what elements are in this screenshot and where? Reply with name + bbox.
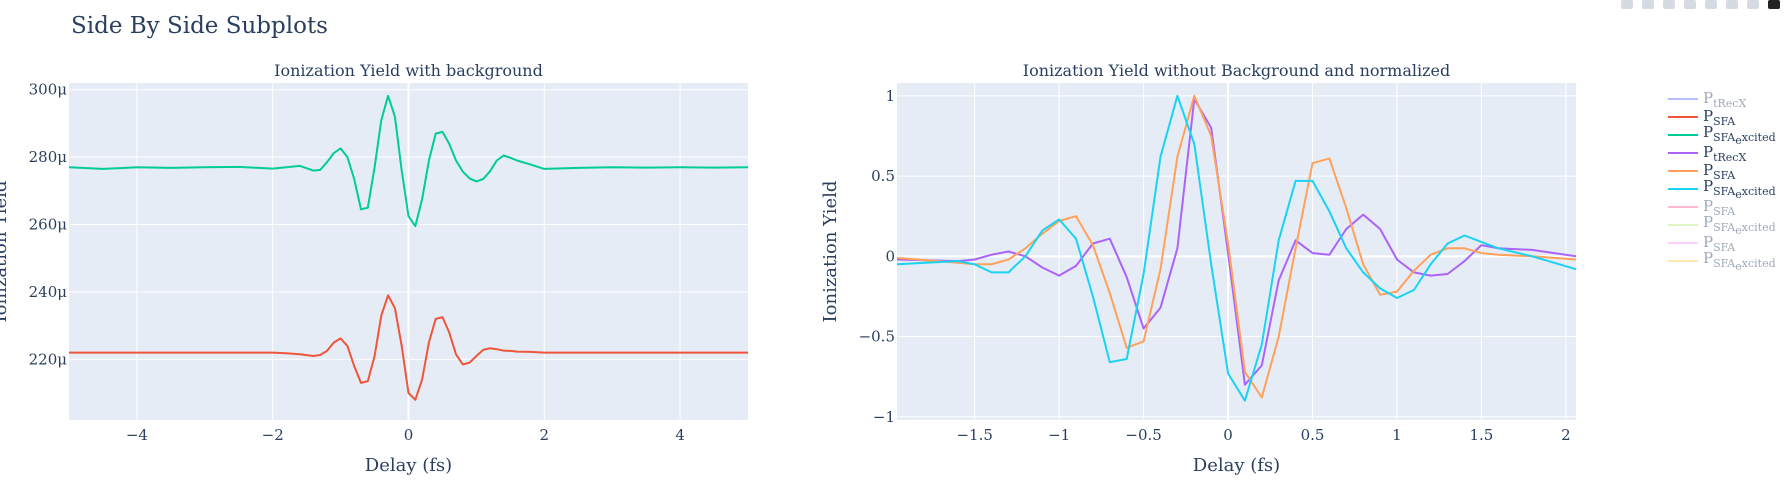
y-tick-label: −0.5 — [859, 328, 895, 346]
legend-label: PSFAexcited — [1703, 248, 1776, 274]
pan-icon[interactable] — [1663, 0, 1675, 9]
zoom-out-icon[interactable] — [1705, 0, 1717, 9]
legend-item[interactable]: PSFA — [1668, 160, 1776, 182]
x-tick-label: 1 — [1392, 426, 1402, 444]
legend-swatch — [1668, 224, 1698, 226]
legend-label: PSFAexcited — [1703, 212, 1776, 238]
x-tick-label: −2 — [262, 426, 284, 444]
legend-item[interactable]: PSFA — [1668, 106, 1776, 128]
series-line[interactable] — [896, 94, 1577, 402]
subplot-title: Ionization Yield with background — [274, 61, 543, 80]
legend-label: PSFAexcited — [1703, 176, 1776, 202]
plotly-logo-icon[interactable] — [1768, 0, 1780, 9]
subplot-right[interactable]: −1.5 −1 −0.5 0 0.5 1 1.5 2 −1 −0.5 0 0.5 1 Ionization… — [820, 61, 1577, 476]
y-tick-label: −1 — [873, 408, 895, 426]
legend-label: PtRecX — [1703, 88, 1747, 110]
legend-label: PSFA — [1703, 232, 1736, 254]
x-tick-label: 0 — [404, 426, 414, 444]
legend-label: PSFAexcited — [1703, 122, 1776, 148]
y-tick-label: 1 — [885, 87, 895, 105]
y-axis-title: Ionization Yield — [0, 181, 11, 323]
legend-label: PSFA — [1703, 160, 1736, 182]
legend-label: PSFA — [1703, 106, 1736, 128]
x-tick-label: 2 — [1561, 426, 1571, 444]
autoscale-icon[interactable] — [1726, 0, 1738, 9]
legend-label: PSFA — [1703, 196, 1736, 218]
y-tick-label: 240μ — [29, 283, 68, 301]
y-tick-label: 220μ — [29, 350, 68, 368]
subplot-title: Ionization Yield without Background and … — [1023, 61, 1450, 80]
x-tick-label: 4 — [675, 426, 685, 444]
subplot-left[interactable]: −4 −2 0 2 4 220μ 240μ 260μ 280μ 300μ Ionization Yi… — [0, 61, 749, 476]
legend-item[interactable]: PSFAexcited — [1668, 176, 1776, 202]
legend-item[interactable]: PSFAexcited — [1668, 212, 1776, 238]
modebar[interactable] — [1621, 0, 1780, 12]
legend-item[interactable]: PSFAexcited — [1668, 248, 1776, 274]
x-tick-label: 1.5 — [1469, 426, 1493, 444]
y-tick-label: 300μ — [29, 81, 68, 99]
x-axis-title: Delay (fs) — [365, 455, 452, 476]
y-tick-label: 0.5 — [871, 167, 895, 185]
legend-swatch — [1668, 116, 1698, 118]
legend-item[interactable]: PSFA — [1668, 232, 1776, 254]
legend-swatch — [1668, 206, 1698, 208]
y-tick-label: 260μ — [29, 216, 68, 234]
y-tick-label: 280μ — [29, 148, 68, 166]
y-tick-label: 0 — [885, 247, 895, 265]
legend-label: PtRecX — [1703, 142, 1747, 164]
legend-swatch — [1668, 152, 1698, 154]
zoom-in-icon[interactable] — [1684, 0, 1696, 9]
legend-swatch — [1668, 188, 1698, 190]
x-tick-label: 0 — [1223, 426, 1233, 444]
camera-icon[interactable] — [1621, 0, 1633, 9]
x-tick-label: −1.5 — [956, 426, 992, 444]
legend: PtRecX PSFA PSFAexcited PtRecX PSFA PSFAexcit… — [1668, 88, 1776, 274]
x-tick-label: −4 — [126, 426, 148, 444]
legend-swatch — [1668, 242, 1698, 244]
x-axis-title: Delay (fs) — [1193, 455, 1280, 476]
series-line[interactable] — [896, 98, 1577, 386]
legend-swatch — [1668, 98, 1698, 100]
zoom-icon[interactable] — [1642, 0, 1654, 9]
y-axis-title: Ionization Yield — [820, 181, 841, 323]
legend-swatch — [1668, 134, 1698, 136]
legend-item[interactable]: PSFA — [1668, 196, 1776, 218]
legend-item[interactable]: PSFAexcited — [1668, 122, 1776, 148]
legend-item[interactable]: PtRecX — [1668, 142, 1776, 164]
figure-title: Side By Side Subplots — [71, 13, 328, 39]
x-tick-label: 0.5 — [1301, 426, 1325, 444]
series-line[interactable] — [68, 94, 749, 228]
x-tick-label: −1 — [1048, 426, 1070, 444]
legend-swatch — [1668, 260, 1698, 262]
x-tick-label: −0.5 — [1125, 426, 1161, 444]
reset-axes-icon[interactable] — [1747, 0, 1759, 9]
x-tick-label: 2 — [540, 426, 550, 444]
series-line[interactable] — [69, 294, 748, 401]
legend-swatch — [1668, 170, 1698, 172]
legend-item[interactable]: PtRecX — [1668, 88, 1776, 110]
